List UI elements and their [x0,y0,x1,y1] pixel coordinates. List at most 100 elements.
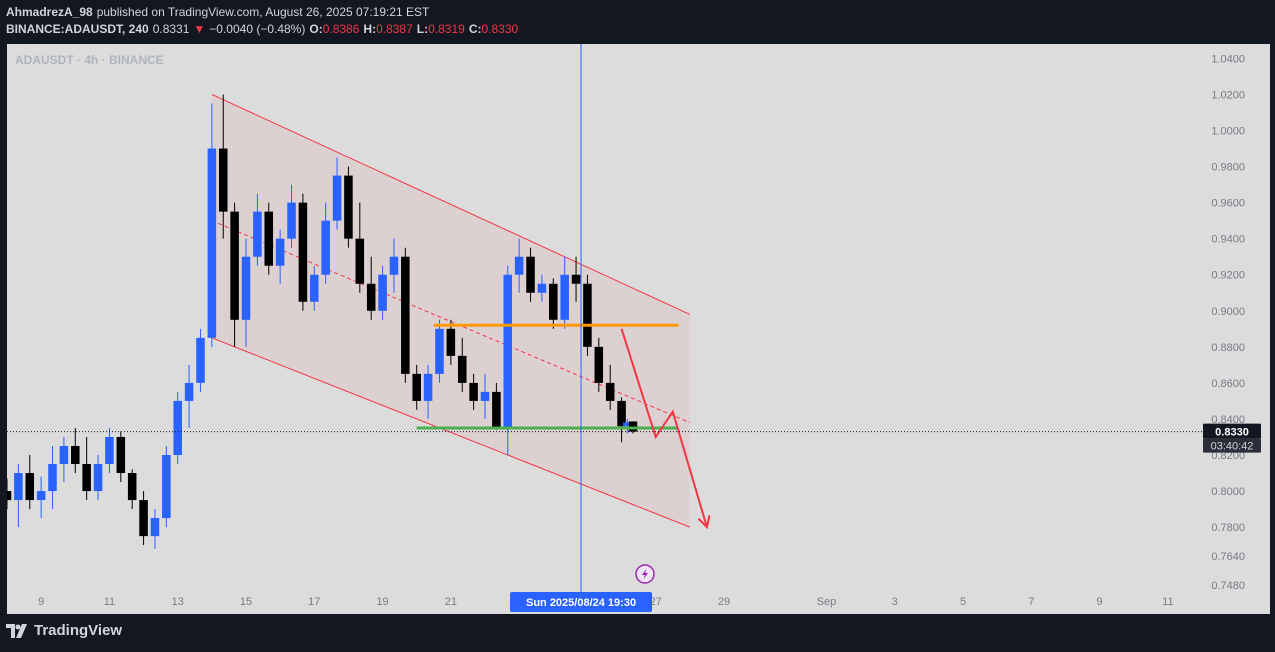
channel-upper-line [211,94,691,315]
candle-body [457,355,467,383]
tradingview-logo[interactable]: TradingView [6,622,122,639]
lightning-icon[interactable] [635,564,655,584]
published-text: published on TradingView.com, August 26,… [96,5,430,19]
candle-body [105,436,114,465]
y-tick-label: 1.0400 [1211,53,1245,65]
crosshair-date-label: Sun 2025/08/24 19:30 [526,597,636,609]
candle-body [514,256,524,275]
x-tick-label: 9 [1097,596,1103,608]
candle-body [116,436,126,474]
chart-area[interactable]: 1.0400 1.0200 1.0000 0.9800 0.9600 0.9400 0.92… [7,44,1270,614]
x-tick-label: 13 [172,596,184,608]
candle-body [287,202,296,239]
crosshair-date-box [510,592,653,612]
y-tick-label: 0.8200 [1211,450,1245,462]
candle-body [549,283,558,320]
candle-body [480,391,490,401]
x-tick-label: 3 [892,596,898,608]
candle-body [378,274,387,311]
candle-body [184,382,194,401]
low-label: L: [416,22,429,36]
last-price: 0.8331 [152,22,190,36]
x-tick-label: 19 [376,596,388,608]
y-tick-label: 1.0000 [1211,126,1245,138]
candle-body [218,148,228,212]
high-label: H: [363,22,377,36]
candle-body [139,500,148,537]
candle-body [230,211,239,320]
candle-body [264,211,274,266]
candle-body [412,373,421,401]
x-tick-label: 5 [960,596,966,608]
candle-body [36,491,46,501]
candle-body [435,328,444,374]
countdown-label: 03:40:42 [1211,441,1254,453]
x-tick-label: 29 [718,596,730,608]
current-price-box [1203,423,1261,439]
candle-body [207,148,217,338]
close-value: 0.8330 [481,22,519,36]
y-tick-label: 0.8800 [1211,342,1245,354]
y-tick-label: 0.8600 [1211,378,1245,390]
open-label: O: [309,22,323,36]
candle-body [571,274,581,284]
projection-arrowhead [697,515,711,530]
y-tick-label: 0.9200 [1211,270,1245,282]
chart-header: AhmadrezA_98 published on TradingView.co… [6,4,518,38]
y-tick-label: 0.7480 [1211,580,1245,592]
symbol-line: BINANCE:ADAUSDT, 240 [6,22,149,36]
candle-body [617,400,626,427]
author-name[interactable]: AhmadrezA_98 [6,5,93,19]
candles [7,94,638,549]
candle-body [14,473,23,501]
x-tick-label: 17 [308,596,320,608]
candle-body [150,518,160,537]
channel-fill [211,94,690,528]
close-label: C: [468,22,482,36]
candle-body [71,445,80,465]
low-value: 0.8319 [428,22,465,36]
y-tick-label: 1.0200 [1211,89,1245,101]
candle-body [321,220,330,275]
candle-body [48,464,57,492]
candle-body [173,400,182,455]
candle-body [389,256,399,275]
y-tick-label: 0.9400 [1211,234,1245,246]
y-tick-label: 0.8000 [1211,486,1245,498]
candle-body [469,382,478,401]
candle-body [93,464,103,492]
x-tick-label: 9 [38,596,44,608]
x-tick-label: 11 [1162,596,1173,608]
countdown-box [1203,438,1261,453]
candle-body [366,283,376,311]
levels[interactable] [416,323,711,530]
candle-body [605,382,615,401]
chart-title: ADAUSDT · 4h · BINANCE [15,53,164,67]
price-change: −0.0040 (−0.48%) [209,22,306,36]
brand-name: TradingView [34,622,123,639]
price-chart[interactable]: 1.0400 1.0200 1.0000 0.9800 0.9600 0.9400 0.92… [7,44,1270,614]
candle-body [7,491,12,501]
candle-body [583,283,592,347]
candle-body [423,373,433,401]
candle-body [526,256,535,293]
channel-drawing[interactable] [211,94,691,528]
candle-body [446,328,456,356]
y-tick-label: 0.8400 [1211,414,1245,426]
candle-body [253,211,262,257]
candle-body [594,346,604,383]
open-value: 0.8386 [322,22,360,36]
candle-body [492,391,501,428]
candle-body [196,337,205,383]
candle-body [537,283,547,293]
candle-body [310,274,319,302]
y-tick-label: 0.7640 [1211,551,1245,563]
x-tick-label: 21 [445,596,457,608]
candle-body [332,175,342,221]
x-tick-label: 15 [240,596,252,608]
high-value: 0.8387 [376,22,413,36]
candle-body [59,445,69,465]
candle-body [25,473,35,501]
projection-path [620,328,708,528]
tv-mark-icon [6,623,28,638]
